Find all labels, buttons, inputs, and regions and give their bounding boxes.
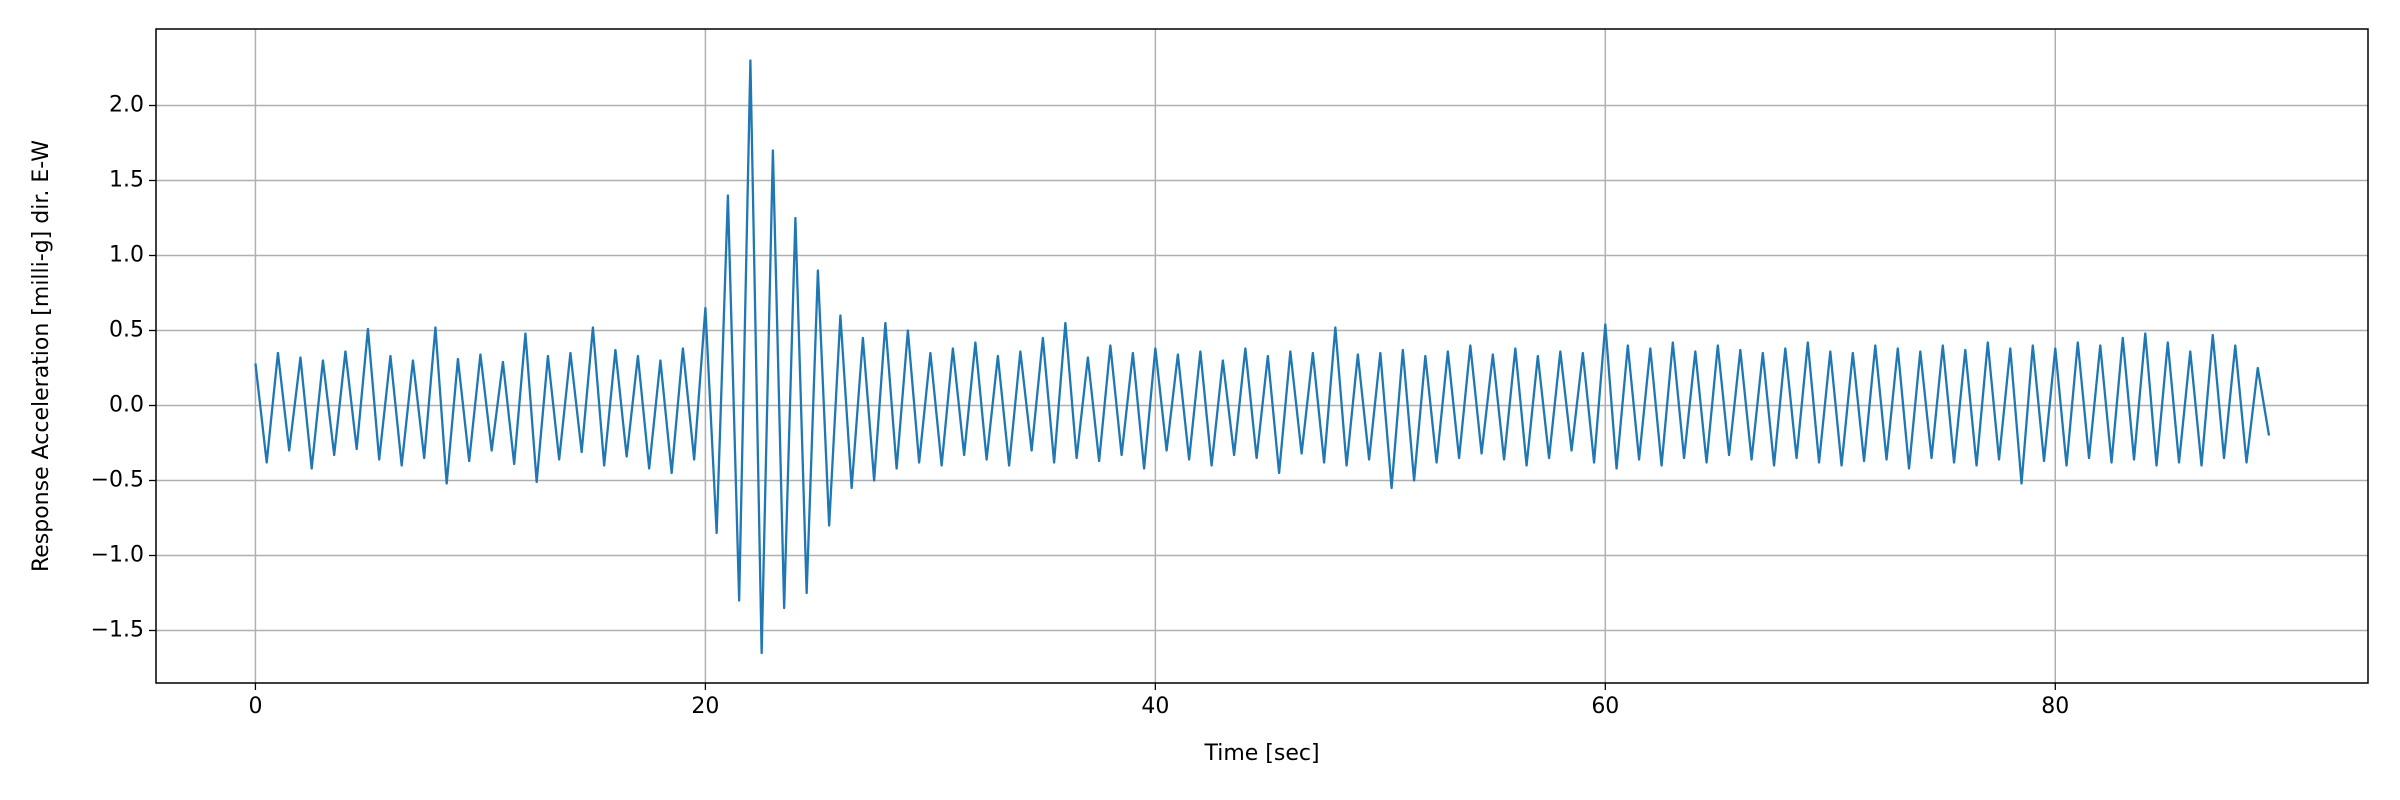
- y-tick-label: 0.5: [109, 318, 144, 343]
- x-axis-label: Time [sec]: [1203, 741, 1319, 766]
- y-axis-label: Response Acceleration [milli-g] dir. E-W: [29, 140, 54, 572]
- x-tick-label: 40: [1141, 694, 1169, 719]
- y-tick-label: −1.0: [91, 543, 144, 568]
- x-tick-label: 20: [691, 694, 719, 719]
- y-tick-label: 1.5: [109, 168, 144, 193]
- x-tick-label: 60: [1591, 694, 1619, 719]
- series-line: [254, 59, 2271, 655]
- y-tick-label: 0.0: [109, 393, 144, 418]
- x-tick-label: 0: [248, 694, 262, 719]
- plot-frame: [155, 28, 2369, 684]
- y-tick-label: −1.5: [91, 618, 144, 643]
- y-tick-label: 1.0: [109, 243, 144, 268]
- x-tick-label: 80: [2041, 694, 2069, 719]
- y-tick-label: −0.5: [91, 468, 144, 493]
- y-tick-label: 2.0: [109, 93, 144, 118]
